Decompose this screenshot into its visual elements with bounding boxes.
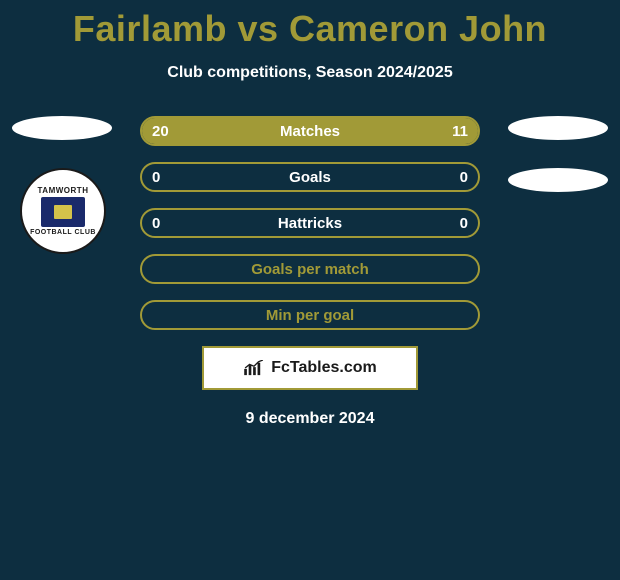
stat-label: Goals per match [142, 261, 478, 278]
stat-row-goals: 0Goals0 [140, 162, 480, 192]
stat-label: Min per goal [142, 307, 478, 324]
stat-row-min-per-goal: Min per goal [140, 300, 480, 330]
brand-chart-icon [243, 360, 265, 376]
brand-text: FcTables.com [271, 359, 377, 377]
stat-rows: 20Matches110Goals00Hattricks0Goals per m… [140, 116, 480, 330]
stat-row-matches: 20Matches11 [140, 116, 480, 146]
club-badge-bottom-text: FOOTBALL CLUB [30, 229, 96, 236]
club-badge-shield [41, 197, 85, 227]
footer-date: 9 december 2024 [0, 410, 620, 428]
player-right-logo-placeholder-1 [508, 116, 608, 140]
player-right-logo-placeholder-2 [508, 168, 608, 192]
player-left-logo-placeholder [12, 116, 112, 140]
stat-label: Matches [142, 123, 478, 140]
club-badge-shield-inner [54, 205, 72, 219]
stat-label: Goals [142, 169, 478, 186]
club-badge-top-text: TAMWORTH [38, 186, 89, 195]
stat-row-hattricks: 0Hattricks0 [140, 208, 480, 238]
stat-label: Hattricks [142, 215, 478, 232]
page-subtitle: Club competitions, Season 2024/2025 [0, 64, 620, 82]
stat-value-right: 0 [460, 215, 468, 232]
page-title: Fairlamb vs Cameron John [0, 0, 620, 50]
club-badge: TAMWORTH FOOTBALL CLUB [20, 168, 106, 254]
stat-value-right: 11 [452, 123, 468, 140]
stat-value-right: 0 [460, 169, 468, 186]
stat-row-goals-per-match: Goals per match [140, 254, 480, 284]
brand-box: FcTables.com [202, 346, 418, 390]
content-area: TAMWORTH FOOTBALL CLUB 20Matches110Goals… [0, 116, 620, 428]
